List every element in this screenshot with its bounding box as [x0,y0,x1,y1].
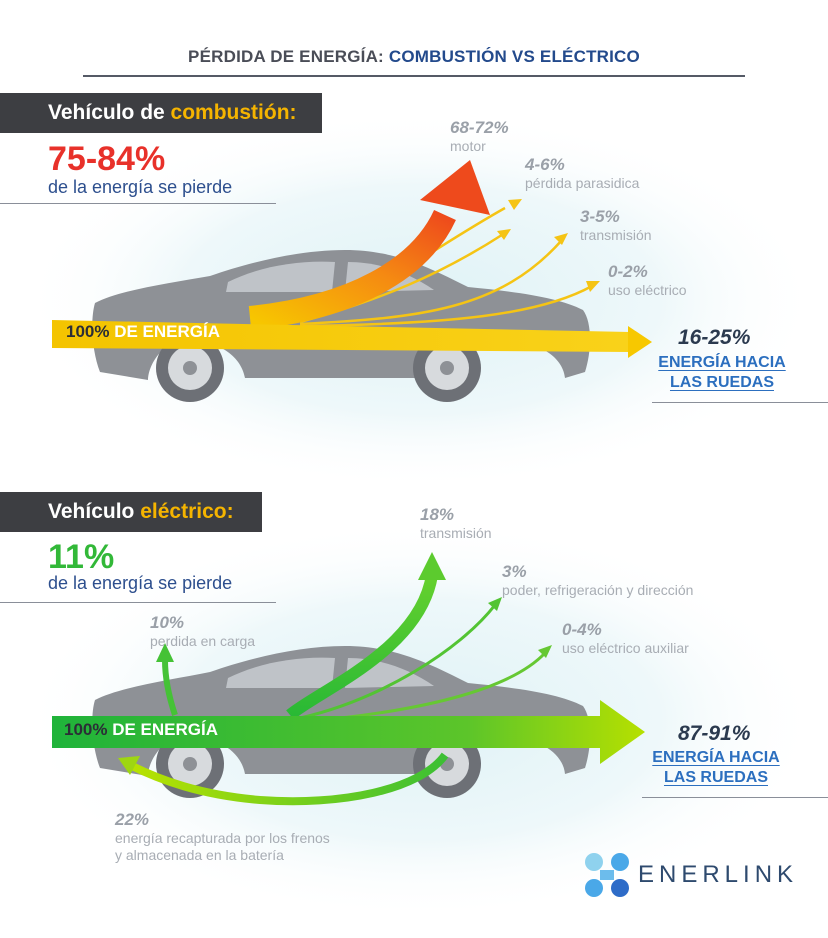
electric-divider [0,602,276,603]
electric-main-flow [52,700,645,764]
combustion-loss-pct: 0-2% [608,262,648,281]
page-title: PÉRDIDA DE ENERGÍA: COMBUSTIÓN VS ELÉCTR… [0,47,828,67]
electric-loss-label: poder, refrigeración y dirección [502,582,694,598]
combustion-loss-arrow-motor [248,209,456,330]
combustion-wheels-divider [652,402,828,403]
combustion-divider [0,203,276,204]
combustion-loss-label: motor [450,138,486,154]
combustion-lost-pct: 75-84% [48,140,166,178]
electric-lost-text: de la energía se pierde [48,573,233,593]
electric-lost-pct: 11% [48,538,115,576]
electric-flow-arrows [52,552,645,806]
electric-loss-pct: 0-4% [562,620,602,639]
electric-loss-label: uso eléctrico auxiliar [562,640,689,656]
combustion-loss-arrow-electrico [299,284,593,328]
electric-regen-line2: y almacenada en la batería [115,847,284,863]
electric-wheels-label: ENERGÍA HACIA LAS RUEDAS [652,749,780,786]
electric-loss-pct: 10% [150,613,185,632]
combustion-band: Vehículo de combustión: [0,93,322,133]
combustion-input-label: 100% DE ENERGÍA [66,322,221,341]
electric-band-prefix: Vehículo [48,500,135,523]
enerlink-logo-text: ENERLINK [638,861,799,888]
electric-regen-pct: 22% [115,810,150,829]
electric-band: Vehículo eléctrico: [0,492,262,532]
combustion-loss-pct: 3-5% [580,207,620,226]
electric-regen-arrow [128,752,449,806]
combustion-band-highlight: combustión: [170,101,297,124]
electric-wheels-divider [642,797,828,798]
combustion-main-flow [52,320,630,352]
combustion-band-prefix: Vehículo de [48,101,165,124]
combustion-loss-pct: 68-72% [450,118,509,137]
electric-wheels-pct: 87-91% [678,722,751,745]
title-prefix: PÉRDIDA DE ENERGÍA: [188,47,384,66]
title-highlight: COMBUSTIÓN VS ELÉCTRICO [388,47,640,66]
electric-loss-arrow-carga [162,659,178,716]
electric-band-highlight: eléctrico: [140,500,234,523]
electric-loss-arrow-refrigeracion [299,604,497,720]
enerlink-logo-icon [585,853,629,897]
electric-regen-line1: energía recapturada por los frenos [115,830,330,846]
combustion-loss-arrow-transmision-2 [299,239,563,326]
electric-loss-pct: 18% [420,505,455,524]
combustion-flow-arrows [52,160,652,358]
combustion-lost-text: de la energía se pierde [48,177,233,197]
electric-input-label: 100% DE ENERGÍA [64,720,219,739]
electric-loss-label: perdida en carga [150,633,256,649]
combustion-loss-label: uso eléctrico [608,282,687,298]
combustion-loss-label: pérdida parasidica [525,175,640,191]
electric-loss-arrow-transmision [286,573,438,720]
electric-loss-pct: 3% [502,562,527,581]
combustion-wheels-pct: 16-25% [678,326,751,349]
combustion-loss-label: transmisión [580,227,652,243]
combustion-loss-pct: 4-6% [525,155,565,174]
combustion-wheels-label: ENERGÍA HACIA LAS RUEDAS [658,354,786,391]
electric-loss-label: transmisión [420,525,492,541]
title-divider [83,75,745,77]
